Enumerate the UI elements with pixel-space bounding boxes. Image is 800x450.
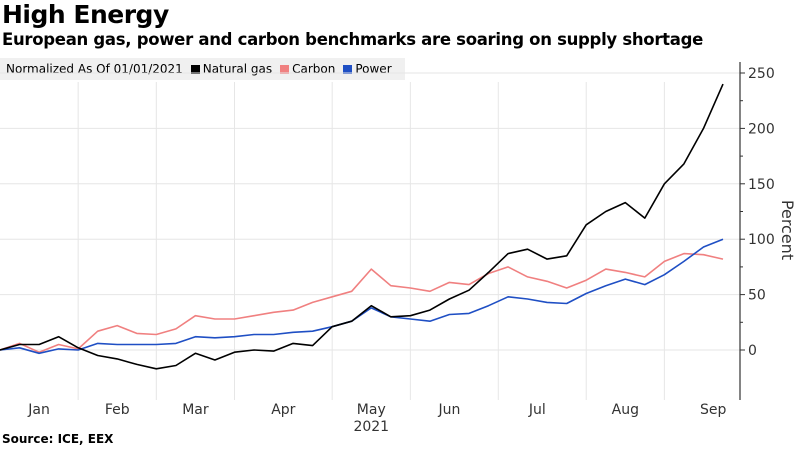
y-axis-label: Percent [778, 200, 797, 260]
legend-swatch [190, 64, 200, 74]
x-tick-label: Aug [612, 402, 639, 418]
y-tick-label: 0 [748, 343, 757, 359]
legend-swatch [280, 64, 290, 74]
x-tick-label: Jul [528, 402, 546, 418]
chart-title: High Energy [2, 0, 169, 29]
y-tick-label: 250 [748, 66, 775, 82]
y-tick-label: 150 [748, 177, 775, 193]
x-tick-label: Mar [182, 402, 209, 418]
x-tick-label: Jun [437, 402, 460, 418]
legend-swatch [343, 64, 353, 74]
x-tick-label: Feb [105, 402, 130, 418]
x-tick-label: Apr [271, 402, 295, 418]
y-tick-label: 200 [748, 121, 775, 137]
source-note: Source: ICE, EEX [2, 432, 114, 446]
series-line-carbon [0, 252, 724, 354]
chart-subtitle: European gas, power and carbon benchmark… [2, 30, 703, 49]
x-axis-year-label: 2021 [353, 419, 389, 435]
y-tick-label: 100 [748, 232, 775, 248]
series-line-power [0, 238, 724, 355]
x-tick-label: May [357, 402, 386, 418]
x-tick-label: Jan [27, 402, 50, 418]
x-tick-label: Sep [700, 402, 727, 418]
series-line-natural-gas [0, 83, 724, 370]
y-tick-label: 50 [748, 288, 766, 304]
